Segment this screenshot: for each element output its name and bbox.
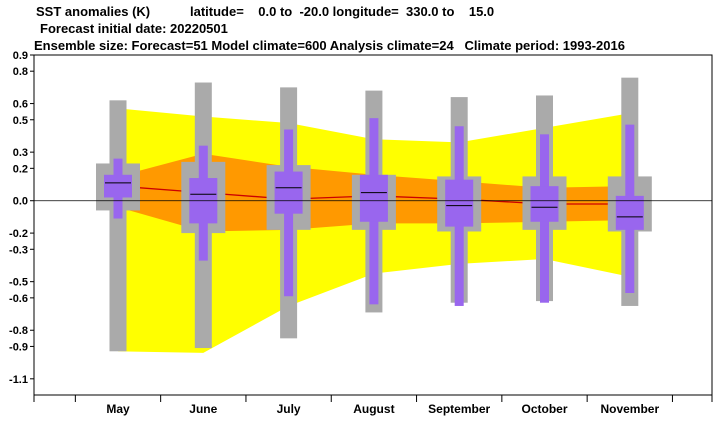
forecast-box-june — [181, 82, 226, 349]
whisker-outer — [109, 100, 127, 352]
box-inner — [445, 179, 474, 227]
x-tick-label: November — [600, 402, 659, 416]
forecast-box-november — [607, 77, 652, 306]
forecast-box-july — [266, 87, 311, 339]
forecast-date-label: Forecast initial date: 20220501 — [40, 21, 228, 36]
y-tick-label: 0.0 — [13, 196, 28, 208]
box-inner — [530, 186, 559, 222]
forecast-box-august — [351, 90, 396, 313]
y-tick-label: -0.5 — [9, 277, 28, 289]
y-tick-label: 0.6 — [13, 99, 28, 111]
y-tick-label: -0.2 — [9, 228, 28, 240]
y-tick-label: -0.3 — [9, 244, 28, 256]
x-tick-label: August — [353, 402, 394, 416]
y-tick-label: 0.3 — [13, 147, 28, 159]
forecast-boxes — [96, 77, 652, 352]
x-tick-label: September — [428, 402, 490, 416]
axes: 0.9 0.8 0.6 0.5 0.3 0.2 0.0 -0.2 -0.3 -0.5 -0.6 -0.… — [9, 50, 713, 416]
ensemble-info-label: Ensemble size: Forecast=51 Model climate… — [34, 38, 625, 53]
x-tick-label: October — [521, 402, 567, 416]
box-inner — [615, 195, 644, 230]
chart-title: SST anomalies (K) — [36, 4, 151, 19]
x-tick-label: July — [277, 402, 301, 416]
y-tick-label: 0.9 — [13, 50, 28, 62]
y-tick-label: -0.6 — [9, 293, 28, 305]
region-label: latitude= 0.0 to -20.0 longitude= 330.0 … — [190, 4, 495, 19]
x-tick-label: May — [106, 402, 130, 416]
forecast-box-may — [96, 100, 140, 352]
plot-frame — [33, 54, 713, 396]
box-inner — [274, 171, 303, 214]
y-tick-label: 0.8 — [13, 66, 28, 78]
y-tick-label: -0.9 — [9, 341, 28, 353]
y-tick-label: -1.1 — [9, 374, 28, 386]
forecast-box-september — [437, 97, 482, 306]
y-tick-label: 0.5 — [13, 115, 28, 127]
y-tick-label: -0.8 — [9, 325, 28, 337]
forecast-box-october — [522, 95, 567, 303]
box-inner — [359, 174, 388, 222]
y-tick-label: 0.2 — [13, 163, 28, 175]
box-inner — [104, 174, 132, 198]
x-tick-label: June — [189, 402, 217, 416]
